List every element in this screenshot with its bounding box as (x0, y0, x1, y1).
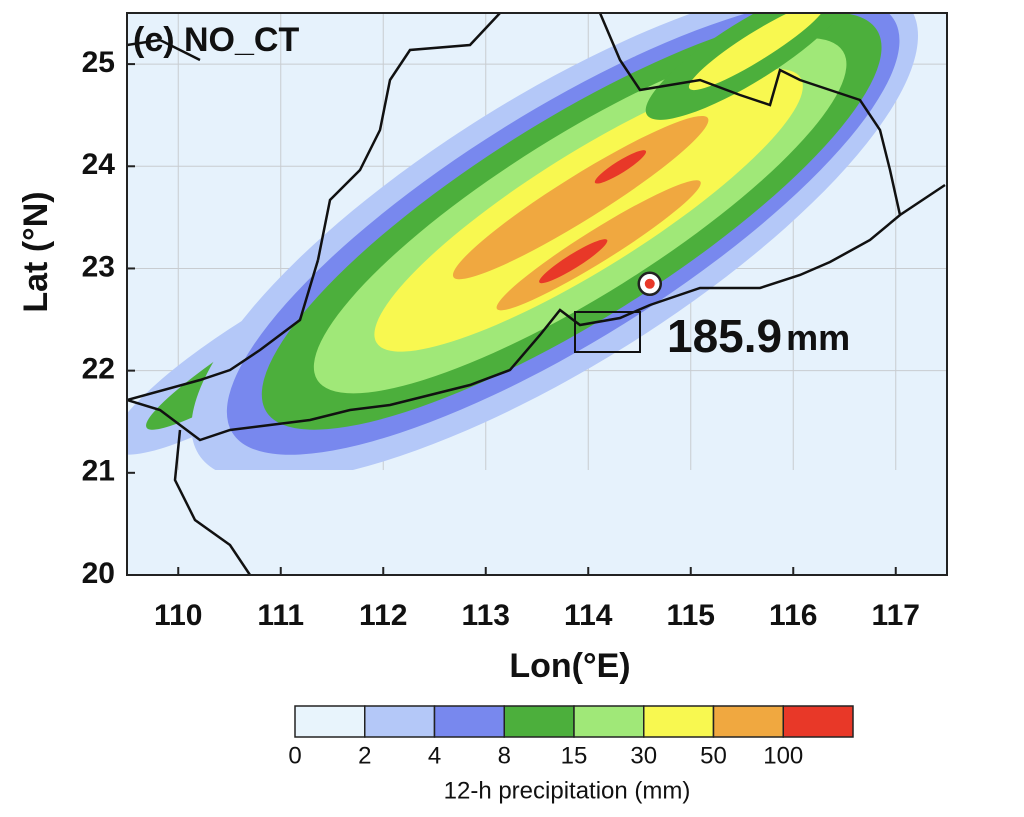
colorbar-box (782, 705, 854, 738)
colorbar-tick-label: 8 (498, 742, 511, 769)
y-tick-label: 24 (82, 148, 116, 181)
station-amount: 185.9 (667, 310, 782, 362)
y-tick-label: 21 (82, 455, 115, 488)
y-tick-label: 22 (82, 353, 115, 386)
map-frame (126, 12, 948, 576)
colorbar-box (643, 705, 715, 738)
x-tick-label: 110 (154, 599, 202, 632)
colorbar-tick-label: 100 (763, 742, 803, 769)
colorbar-tick-label: 2 (358, 742, 371, 769)
colorbar-box (712, 705, 784, 738)
station-unit: mm (786, 317, 850, 358)
x-tick-label: 112 (359, 599, 407, 632)
x-tick-label: 116 (769, 599, 817, 632)
station-value: 185.9 mm (667, 310, 850, 362)
y-axis-label: Lat (°N) (17, 191, 55, 312)
y-tick-label: 20 (82, 557, 115, 590)
boundaries (127, 13, 946, 575)
x-axis-label: Lon(°E) (509, 647, 630, 685)
ticks: 110 111 112 113 114 115 116 117 20 21 22 23 24 25 (82, 46, 920, 632)
x-tick-label: 115 (667, 599, 715, 632)
colorbar-box (294, 705, 366, 738)
colorbar-label: 12-h precipitation (mm) (444, 777, 691, 804)
x-tick-label: 113 (462, 599, 510, 632)
station (637, 271, 662, 297)
colorbar-tick-label: 0 (288, 742, 301, 769)
colorbar-tick-label: 4 (428, 742, 441, 769)
colorbar-box (433, 705, 505, 738)
y-tick-label: 25 (82, 46, 115, 79)
station-dot (644, 278, 655, 289)
colorbar-tick-label: 15 (561, 742, 588, 769)
colorbar-box (364, 705, 436, 738)
colorbar: 0 2 4 8 15 30 50 100 (288, 705, 854, 769)
y-tick-label: 23 (82, 250, 115, 283)
colorbar-tick-label: 30 (630, 742, 657, 769)
x-tick-label: 117 (872, 599, 920, 632)
panel-title: (c) NO_CT (133, 21, 299, 59)
colorbar-box (503, 705, 575, 738)
colorbar-box (573, 705, 645, 738)
precip-field (127, 13, 947, 575)
colorbar-tick-label: 50 (700, 742, 727, 769)
x-tick-label: 114 (564, 599, 613, 632)
x-tick-label: 111 (257, 599, 304, 632)
